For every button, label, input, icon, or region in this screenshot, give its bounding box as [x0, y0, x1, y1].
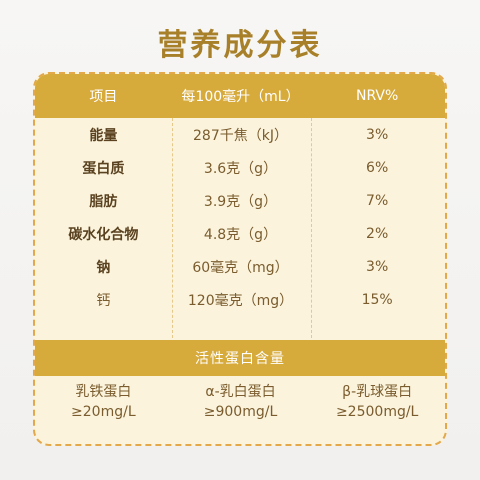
nutrient-nrv: 3% [366, 126, 389, 143]
nutrient-name: 钙 [96, 292, 111, 309]
protein-value: ≥2500mg/L [335, 404, 419, 420]
nutrient-nrv: 7% [366, 192, 389, 209]
nutrient-name: 碳水化合物 [68, 226, 139, 243]
nutrition-rows: 能量 287千焦（kJ） 3% 蛋白质 3.6克（g） 6% 脂肪 3.9克（g… [35, 118, 445, 316]
column-divider [311, 118, 312, 338]
nutrient-amount: 3.6克（g） [203, 160, 278, 177]
nutrient-name: 能量 [89, 127, 118, 144]
protein-value: ≥900mg/L [203, 404, 278, 420]
header-per100ml: 每100毫升（mL） [181, 89, 300, 105]
nutrient-name: 蛋白质 [82, 160, 125, 177]
nutrition-card: 项目 每100毫升（mL） NRV% 能量 287千焦（kJ） 3% 蛋白质 3… [33, 72, 447, 446]
column-divider [172, 118, 173, 338]
nutrient-name: 钠 [96, 259, 111, 276]
protein-name: α-乳白蛋白 [205, 384, 276, 400]
table-row: 蛋白质 3.6克（g） 6% [35, 151, 445, 184]
header-item: 项目 [89, 89, 118, 105]
header-nrv: NRV% [356, 88, 399, 104]
nutrient-nrv: 6% [366, 159, 389, 176]
protein-item: 乳铁蛋白 ≥20mg/L [35, 382, 172, 422]
active-protein-list: 乳铁蛋白 ≥20mg/L α-乳白蛋白 ≥900mg/L β-乳球蛋白 ≥250… [35, 382, 445, 422]
table-row: 能量 287千焦（kJ） 3% [35, 118, 445, 151]
protein-item: α-乳白蛋白 ≥900mg/L [172, 382, 310, 422]
table-row: 碳水化合物 4.8克（g） 2% [35, 217, 445, 250]
page-title: 营养成分表 [157, 28, 323, 63]
protein-name: 乳铁蛋白 [75, 384, 132, 400]
nutrient-amount: 120毫克（mg） [187, 292, 294, 309]
table-header: 项目 每100毫升（mL） NRV% [35, 74, 445, 118]
protein-value: ≥20mg/L [71, 404, 136, 420]
nutrient-amount: 3.9克（g） [203, 193, 278, 210]
table-row: 脂肪 3.9克（g） 7% [35, 184, 445, 217]
nutrient-amount: 4.8克（g） [203, 226, 278, 243]
nutrient-nrv: 15% [361, 291, 393, 308]
active-protein-title: 活性蛋白含量 [35, 340, 445, 376]
table-row: 钠 60毫克（mg） 3% [35, 250, 445, 283]
protein-item: β-乳球蛋白 ≥2500mg/L [309, 382, 445, 422]
nutrient-nrv: 2% [366, 225, 389, 242]
nutrient-name: 脂肪 [89, 193, 118, 210]
nutrient-amount: 60毫克（mg） [192, 259, 289, 276]
protein-name: β-乳球蛋白 [342, 384, 413, 400]
nutrient-amount: 287千焦（kJ） [193, 127, 288, 144]
table-row: 钙 120毫克（mg） 15% [35, 283, 445, 316]
nutrient-nrv: 3% [366, 258, 389, 275]
